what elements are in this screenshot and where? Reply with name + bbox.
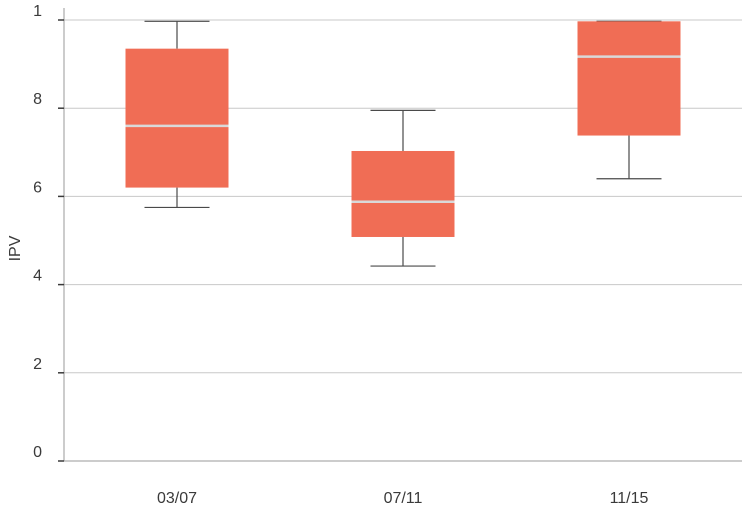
- y-tick-label: 8: [33, 91, 42, 108]
- y-axis-ticks: 0 2 4 6 8 1: [33, 3, 64, 462]
- iqr-box: [577, 21, 681, 136]
- box-11-15: [577, 20, 681, 180]
- y-tick-label: 4: [33, 268, 42, 285]
- boxes: [125, 20, 681, 267]
- iqr-box: [125, 48, 229, 188]
- box-03-07: [125, 20, 229, 209]
- box-07-11: [351, 109, 455, 267]
- iqr-box: [351, 150, 455, 237]
- y-tick-label: 6: [33, 179, 42, 196]
- y-axis-title: IPV: [7, 235, 24, 261]
- y-tick-label: 1: [33, 3, 42, 20]
- x-axis-ticks: 03/07 07/11 11/15: [157, 490, 649, 507]
- axes: [63, 8, 742, 462]
- y-tick-label: 0: [33, 444, 42, 461]
- y-tick-label: 2: [33, 356, 42, 373]
- x-tick-label: 03/07: [157, 490, 197, 507]
- x-tick-label: 07/11: [384, 490, 423, 507]
- x-tick-label: 11/15: [610, 490, 649, 507]
